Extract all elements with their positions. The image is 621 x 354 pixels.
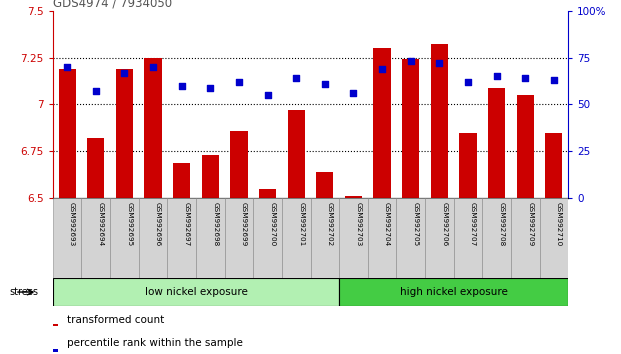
Bar — [373, 48, 391, 198]
Point — [320, 81, 330, 87]
Point — [291, 75, 301, 81]
Bar — [483, 198, 511, 278]
Point — [263, 92, 273, 98]
Point — [206, 85, 215, 90]
Bar — [288, 110, 305, 198]
Text: GSM992703: GSM992703 — [355, 202, 361, 246]
Bar — [110, 198, 138, 278]
Bar — [454, 198, 483, 278]
Point — [377, 66, 387, 72]
Bar — [339, 198, 368, 278]
Text: GSM992694: GSM992694 — [97, 202, 104, 246]
Bar — [253, 198, 282, 278]
Point — [520, 75, 530, 81]
Bar — [58, 69, 76, 198]
Point — [463, 79, 473, 85]
Text: GDS4974 / 7934050: GDS4974 / 7934050 — [53, 0, 172, 10]
Point — [549, 77, 559, 83]
Bar — [540, 198, 568, 278]
Text: GSM992708: GSM992708 — [499, 202, 505, 246]
Text: GSM992710: GSM992710 — [556, 202, 562, 246]
Text: GSM992701: GSM992701 — [298, 202, 304, 246]
Bar — [145, 57, 161, 198]
Bar — [138, 198, 167, 278]
Bar — [511, 198, 540, 278]
Text: GSM992699: GSM992699 — [241, 202, 247, 246]
Text: low nickel exposure: low nickel exposure — [145, 287, 247, 297]
Bar — [460, 133, 476, 198]
Point — [348, 90, 358, 96]
Text: transformed count: transformed count — [67, 315, 165, 325]
Bar — [53, 349, 58, 352]
Text: GSM992693: GSM992693 — [69, 202, 75, 246]
Bar — [368, 198, 396, 278]
Bar — [339, 278, 568, 306]
Point — [148, 64, 158, 70]
Point — [91, 88, 101, 94]
Bar — [517, 95, 534, 198]
Text: GSM992702: GSM992702 — [327, 202, 333, 246]
Bar — [402, 59, 419, 198]
Text: GSM992696: GSM992696 — [155, 202, 161, 246]
Point — [435, 60, 445, 66]
Bar — [173, 162, 190, 198]
Text: GSM992698: GSM992698 — [212, 202, 219, 246]
Point — [234, 79, 244, 85]
Text: GSM992705: GSM992705 — [413, 202, 419, 246]
Bar — [425, 198, 454, 278]
Point — [492, 73, 502, 79]
Point — [177, 83, 187, 88]
Text: GSM992707: GSM992707 — [470, 202, 476, 246]
Point — [119, 70, 129, 75]
Bar — [545, 133, 563, 198]
Bar — [488, 87, 505, 198]
Bar — [53, 198, 81, 278]
Bar — [87, 138, 104, 198]
Text: high nickel exposure: high nickel exposure — [400, 287, 507, 297]
Text: GSM992709: GSM992709 — [527, 202, 533, 246]
Bar — [431, 44, 448, 198]
Bar — [202, 155, 219, 198]
Text: stress: stress — [9, 287, 39, 297]
Bar — [53, 324, 58, 326]
Bar — [345, 196, 362, 198]
Bar — [225, 198, 253, 278]
Bar — [116, 69, 133, 198]
Bar — [230, 131, 248, 198]
Bar — [259, 189, 276, 198]
Text: GSM992700: GSM992700 — [270, 202, 276, 246]
Bar — [310, 198, 339, 278]
Point — [406, 58, 415, 64]
Text: GSM992706: GSM992706 — [442, 202, 447, 246]
Bar — [396, 198, 425, 278]
Point — [62, 64, 72, 70]
Text: GSM992695: GSM992695 — [127, 202, 132, 246]
Bar — [282, 198, 310, 278]
Bar — [53, 278, 339, 306]
Bar — [196, 198, 225, 278]
Bar — [81, 198, 110, 278]
Bar — [316, 172, 333, 198]
Bar — [167, 198, 196, 278]
Text: GSM992704: GSM992704 — [384, 202, 390, 246]
Text: percentile rank within the sample: percentile rank within the sample — [67, 338, 243, 348]
Text: GSM992697: GSM992697 — [184, 202, 189, 246]
